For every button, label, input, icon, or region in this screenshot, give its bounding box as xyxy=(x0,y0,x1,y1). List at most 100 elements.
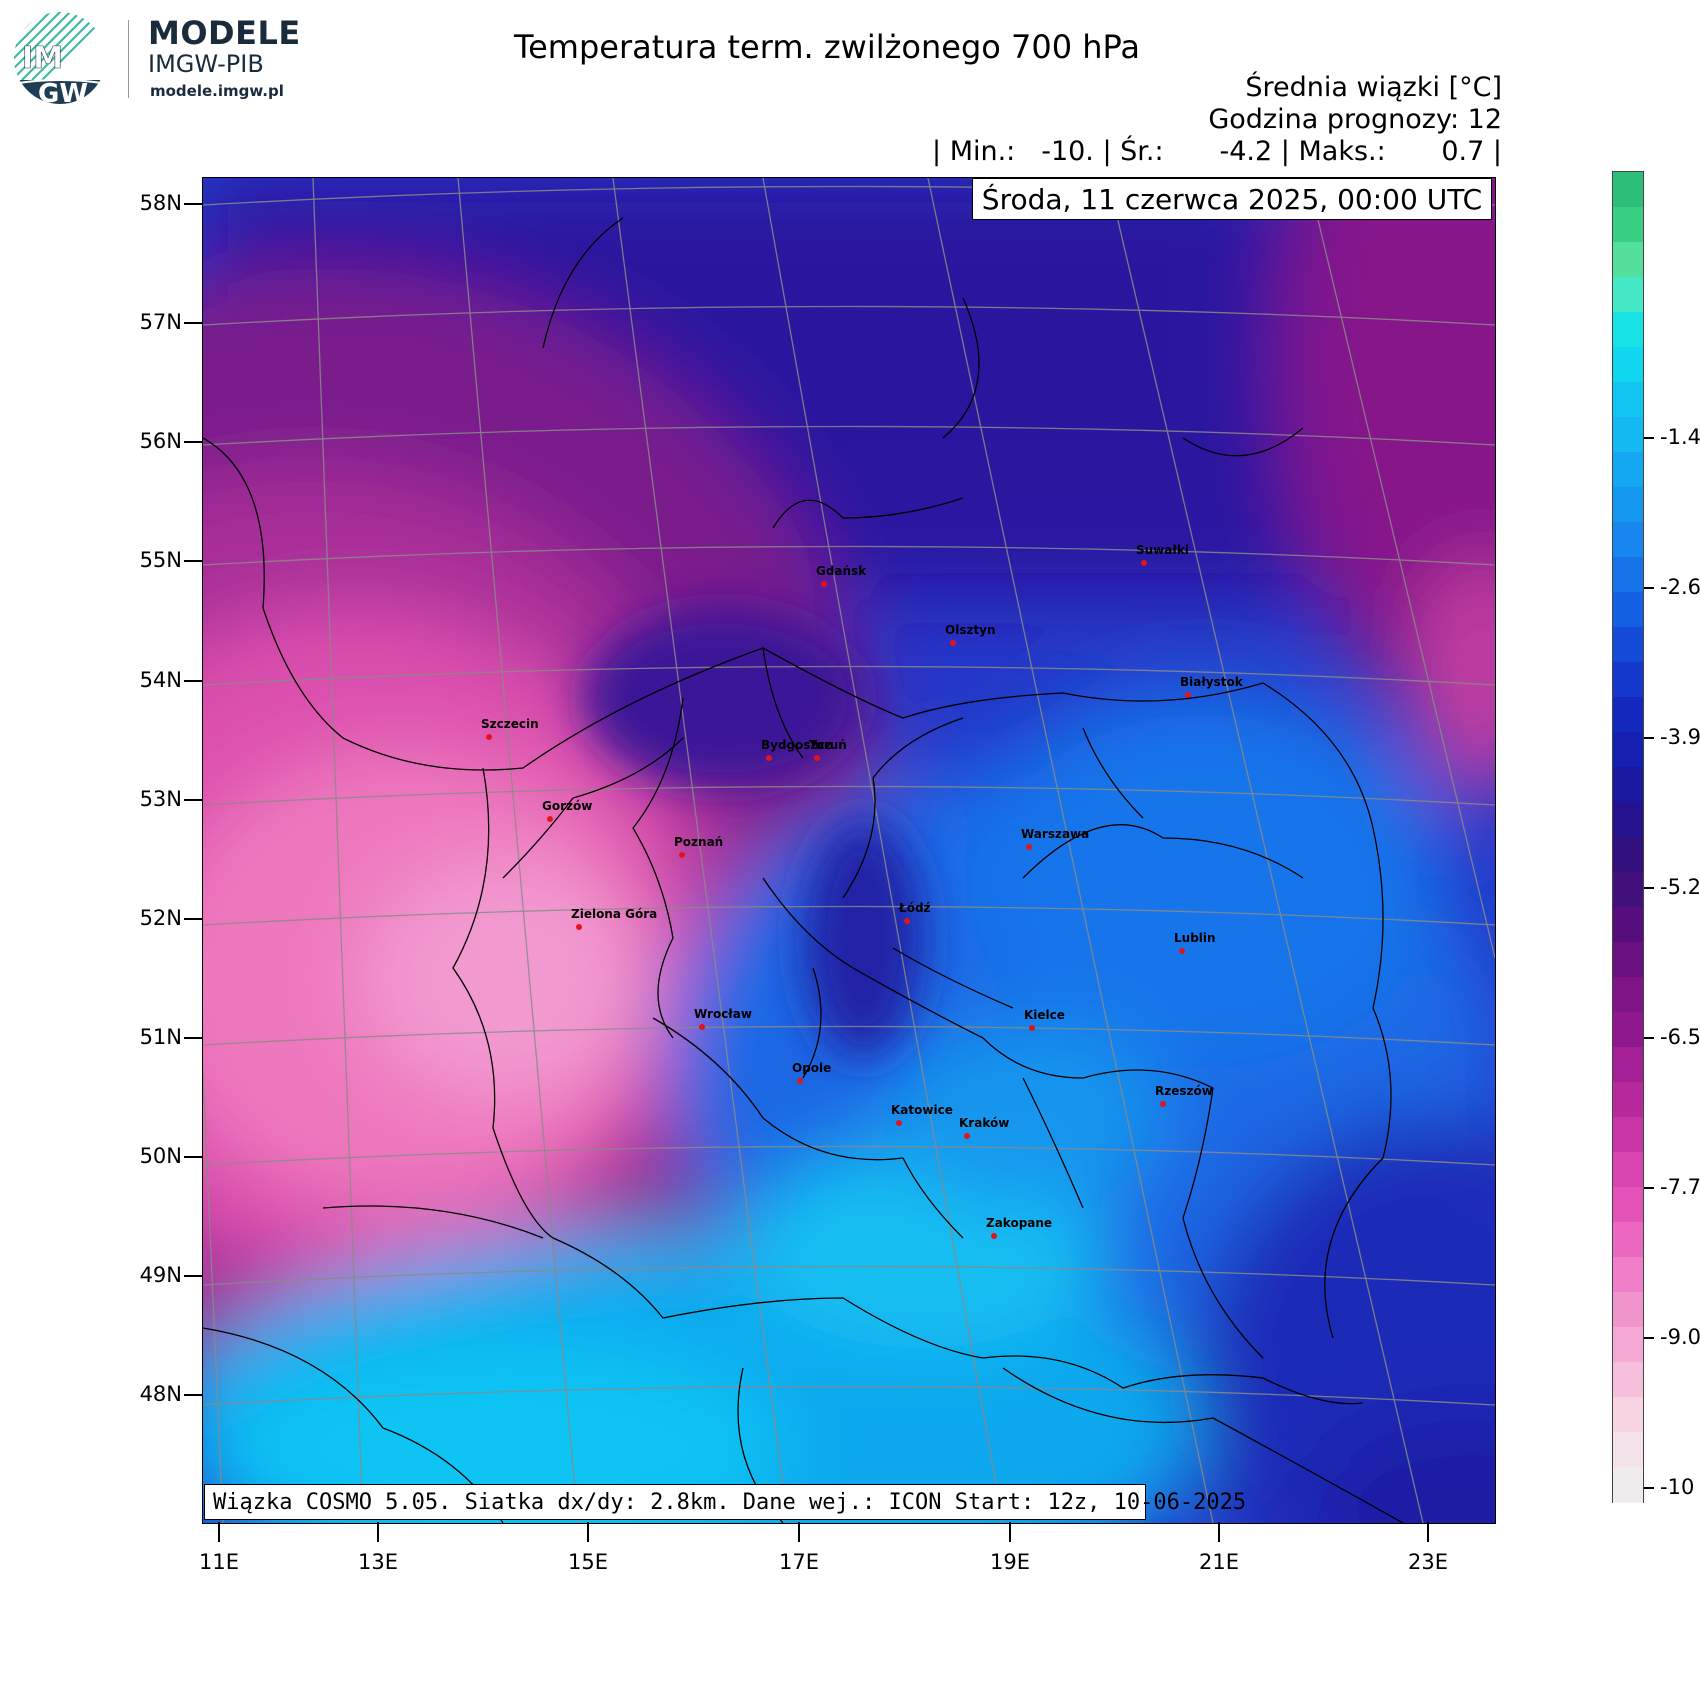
lon-tick xyxy=(1009,1522,1011,1542)
colorbar-segment xyxy=(1613,172,1643,208)
colorbar-segment xyxy=(1613,1467,1643,1503)
city-marker xyxy=(991,1233,997,1239)
colorbar-segment xyxy=(1613,942,1643,978)
colorbar-segment xyxy=(1613,417,1643,453)
lat-tick xyxy=(184,799,202,801)
brand-divider xyxy=(128,20,129,98)
city-label: Bydgoszcz xyxy=(761,738,832,752)
city-marker xyxy=(797,1078,803,1084)
colorbar-segment xyxy=(1613,487,1643,523)
colorbar-segment xyxy=(1613,347,1643,383)
colorbar-tick xyxy=(1644,887,1654,889)
stats-max-label: | Maks.: xyxy=(1280,136,1386,167)
forecast-hour: Godzina prognozy: 12 xyxy=(1208,104,1502,135)
colorbar-tick xyxy=(1644,1187,1654,1189)
colorbar-segment xyxy=(1613,242,1643,278)
lat-tick xyxy=(184,203,202,205)
city-label: Białystok xyxy=(1180,675,1243,689)
lon-label-13e: 13E xyxy=(358,1550,398,1574)
city-marker xyxy=(699,1024,705,1030)
lat-tick xyxy=(184,1394,202,1396)
city-marker xyxy=(1160,1101,1166,1107)
logo-text-top: IM xyxy=(22,41,63,76)
city-label: Toruń xyxy=(809,738,847,752)
brand-url[interactable]: modele.imgw.pl xyxy=(150,82,284,100)
city-marker xyxy=(950,640,956,646)
city-label: Zielona Góra xyxy=(571,907,658,921)
colorbar-segment xyxy=(1613,1012,1643,1048)
imgw-logo: IM GW xyxy=(14,12,106,106)
colorbar-segment xyxy=(1613,557,1643,593)
model-info-label: Wiązka COSMO 5.05. Siatka dx/dy: 2.8km. … xyxy=(204,1484,1246,1520)
colorbar-label: -2.6 xyxy=(1660,575,1700,599)
lon-label-17e: 17E xyxy=(779,1550,819,1574)
colorbar-segment xyxy=(1613,1082,1643,1118)
colorbar-segment xyxy=(1613,1292,1643,1328)
map-title: Temperatura term. zwilżonego 700 hPa xyxy=(514,28,1140,66)
lon-label-15e: 15E xyxy=(568,1550,608,1574)
lon-tick xyxy=(377,1522,379,1542)
lat-tick xyxy=(184,918,202,920)
colorbar-segment xyxy=(1613,767,1643,803)
logo-text-bottom: GW xyxy=(38,79,88,106)
city-label: Poznań xyxy=(674,835,724,849)
colorbar-segment xyxy=(1613,1152,1643,1188)
borders xyxy=(203,217,1404,1523)
city-label: Zakopane xyxy=(986,1216,1053,1230)
city-label: Wrocław xyxy=(694,1007,752,1021)
colorbar-segment xyxy=(1613,1327,1643,1363)
lon-label-23e: 23E xyxy=(1408,1550,1448,1574)
colorbar-tick xyxy=(1644,1487,1654,1489)
colorbar-tick xyxy=(1644,737,1654,739)
city-label: Kraków xyxy=(959,1116,1010,1130)
lat-tick xyxy=(184,680,202,682)
city-marker xyxy=(766,755,772,761)
city-marker xyxy=(904,918,910,924)
lat-label-57n: 57N xyxy=(139,310,182,334)
city-marker xyxy=(1029,1025,1035,1031)
colorbar xyxy=(1612,171,1644,1503)
city-marker xyxy=(814,755,820,761)
colorbar-tick xyxy=(1644,1337,1654,1339)
colorbar-segment xyxy=(1613,697,1643,733)
city-marker xyxy=(1185,692,1191,698)
city-label: Łódź xyxy=(899,901,931,915)
colorbar-segment xyxy=(1613,592,1643,628)
lat-tick xyxy=(184,1275,202,1277)
city-marker xyxy=(896,1120,902,1126)
city-marker xyxy=(1026,844,1032,850)
colorbar-segment xyxy=(1613,662,1643,698)
lat-tick xyxy=(184,560,202,562)
lon-tick xyxy=(218,1522,220,1542)
lat-label-49n: 49N xyxy=(139,1263,182,1287)
lat-tick xyxy=(184,441,202,443)
lat-label-56n: 56N xyxy=(139,429,182,453)
lat-label-54n: 54N xyxy=(139,668,182,692)
lon-tick xyxy=(1427,1522,1429,1542)
colorbar-segment xyxy=(1613,802,1643,838)
date-label: Środa, 11 czerwca 2025, 00:00 UTC xyxy=(972,178,1492,220)
colorbar-segment xyxy=(1613,1362,1643,1398)
lat-tick xyxy=(184,1156,202,1158)
city-marker xyxy=(964,1133,970,1139)
map-panel[interactable]: Gdańsk Suwałki Olsztyn Białystok Szczecin Byd… xyxy=(202,177,1496,1524)
colorbar-segment xyxy=(1613,207,1643,243)
colorbar-tick xyxy=(1644,437,1654,439)
colorbar-segment xyxy=(1613,872,1643,908)
colorbar-segment xyxy=(1613,1117,1643,1153)
map-subtitle: Średnia wiązki [°C] xyxy=(1245,72,1502,103)
lat-label-50n: 50N xyxy=(139,1144,182,1168)
colorbar-segment xyxy=(1613,1397,1643,1433)
city-label: Lublin xyxy=(1174,931,1216,945)
city-marker xyxy=(547,816,553,822)
stats-max-value: 0.7 xyxy=(1441,136,1485,167)
lon-tick xyxy=(798,1522,800,1542)
city-marker xyxy=(821,581,827,587)
brand-subtitle: IMGW-PIB xyxy=(148,50,264,78)
colorbar-tick xyxy=(1644,1037,1654,1039)
city-label: Szczecin xyxy=(481,717,539,731)
colorbar-segment xyxy=(1613,977,1643,1013)
colorbar-label: -7.7 xyxy=(1660,1175,1700,1199)
city-label: Warszawa xyxy=(1021,827,1090,841)
city-label: Katowice xyxy=(891,1103,953,1117)
